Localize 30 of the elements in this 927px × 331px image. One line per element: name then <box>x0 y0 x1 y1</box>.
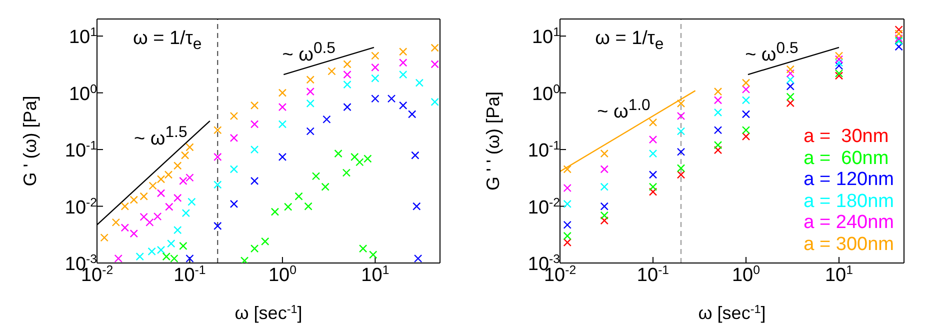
y-tick-label: 10$^{-2}$ <box>64 195 98 218</box>
y-tick-label: 10$^{-1}$ <box>64 138 98 162</box>
x-axis-title: ω [sec$^{-1}$] <box>698 302 766 323</box>
y-axis-title: G ' (ω) [Pa] <box>20 96 40 186</box>
x-tick-label: 10$^{0}$ <box>732 263 760 286</box>
text: a = 300nm <box>804 234 894 255</box>
x-tick-label: 10$^{-1}$ <box>636 263 670 286</box>
y-tick-label: 10$^{1}$ <box>532 25 560 48</box>
x-tick-label: 10$^{0}$ <box>268 263 297 286</box>
text: a = 180nm <box>804 190 894 212</box>
annotation: ω = 1/τ$_{e}$ <box>595 28 664 55</box>
y-tick-label: 10$^{-2}$ <box>528 195 560 218</box>
y-tick-label: 10$^{-1}$ <box>528 138 560 162</box>
x-tick-label: 10$^{1}$ <box>361 263 390 286</box>
annotation: ~ ω$^{1.5}$ <box>134 123 188 150</box>
x-tick-label: 10$^{-1}$ <box>174 263 206 286</box>
text: a = 240nm <box>804 212 894 234</box>
annotation: ~ ω$^{0.5}$ <box>745 38 798 66</box>
y-tick-label: 10$^{0}$ <box>68 82 98 105</box>
text: a = 60nm <box>804 148 890 169</box>
y-tick-label: 10$^{1}$ <box>68 25 98 48</box>
y-axis-title: G ' ' (ω) [Pa] <box>483 92 503 190</box>
series-label: a = 30nm <box>804 126 890 148</box>
y-tick-label: 10$^{0}$ <box>532 82 560 105</box>
annotation: ~ ω$^{0.5}$ <box>282 38 336 66</box>
annotation: ~ ω$^{1.0}$ <box>597 96 650 124</box>
x-tick-label: 10$^{1}$ <box>824 263 854 286</box>
text: a = 120nm <box>804 169 894 190</box>
annotation: ω = 1/τ$_{e}$ <box>133 28 202 55</box>
x-axis-title: ω [sec$^{-1}$] <box>234 302 302 323</box>
